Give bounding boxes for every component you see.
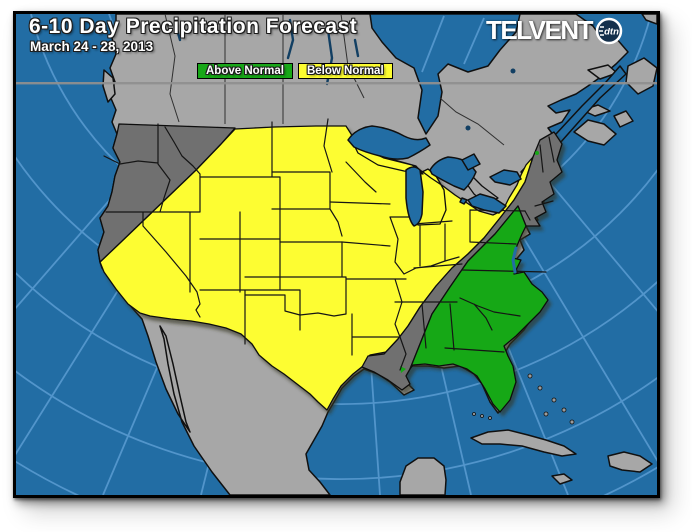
map-date-range: March 24 - 28, 2013 xyxy=(30,39,154,54)
legend-above-normal-label: Above Normal xyxy=(206,65,284,77)
nova-scotia xyxy=(573,119,617,146)
lake-erie xyxy=(467,193,507,214)
region-near-normal-west xyxy=(97,123,236,263)
legend-above-normal: Above Normal xyxy=(197,63,293,79)
region-above-normal-ny-fleck xyxy=(535,151,539,155)
georgian-bay xyxy=(461,153,481,171)
lake-st-clair xyxy=(459,197,468,205)
map-frame: 6-10 Day Precipitation Forecast March 24… xyxy=(13,11,660,498)
hudson-bay xyxy=(369,14,521,135)
gray-parallel-line xyxy=(16,82,657,85)
cape-breton xyxy=(613,110,634,128)
telvent-logo: TELVENT dtn xyxy=(486,15,624,46)
region-above-normal-delta-fleck xyxy=(400,366,406,373)
jamaica xyxy=(551,473,573,485)
cuba xyxy=(470,429,577,457)
lake-superior xyxy=(347,125,431,160)
lake-michigan xyxy=(405,166,424,227)
lake-ontario xyxy=(489,169,522,186)
dtn-logo-badge: dtn xyxy=(595,17,623,44)
great-lakes xyxy=(347,125,522,227)
map-title: 6-10 Day Precipitation Forecast xyxy=(29,15,358,38)
yucatan-peninsula xyxy=(399,457,447,495)
forecast-map xyxy=(16,14,657,495)
forecast-regions xyxy=(97,123,563,413)
bahamas-and-keys xyxy=(472,373,575,425)
caribbean-islands xyxy=(470,429,653,485)
legend-below-normal: Below Normal xyxy=(297,63,393,79)
canada-lakes xyxy=(173,18,516,133)
dtn-badge-text: dtn xyxy=(604,26,619,37)
hispaniola xyxy=(607,451,653,473)
legend-below-normal-label: Below Normal xyxy=(306,65,384,77)
dtn-signal-lines-icon xyxy=(599,25,605,36)
greenland-corner xyxy=(641,14,657,25)
legend: Above Normal Below Normal xyxy=(197,63,393,79)
telvent-logo-text: TELVENT xyxy=(486,15,594,45)
